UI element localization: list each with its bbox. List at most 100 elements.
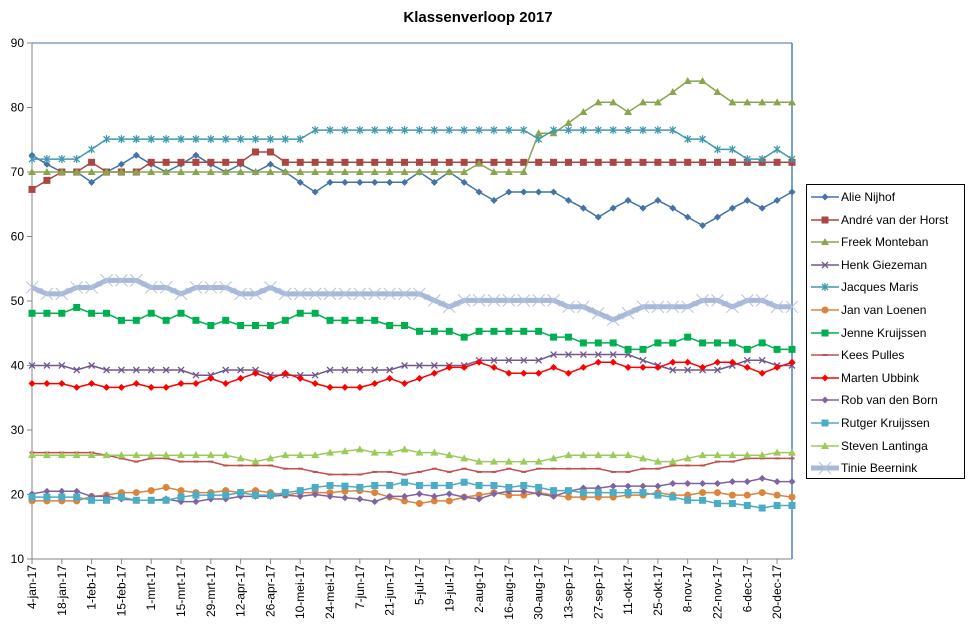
data-point bbox=[73, 383, 81, 391]
data-point bbox=[327, 473, 333, 476]
y-tick-label: 10 bbox=[11, 552, 25, 566]
data-point bbox=[476, 470, 482, 473]
data-point bbox=[774, 457, 780, 460]
data-point bbox=[621, 306, 635, 320]
data-point bbox=[415, 448, 424, 456]
data-point bbox=[356, 316, 364, 324]
data-point bbox=[535, 369, 543, 377]
data-point bbox=[564, 118, 573, 126]
data-point bbox=[594, 351, 602, 358]
data-point bbox=[237, 135, 245, 144]
data-point bbox=[684, 358, 692, 366]
data-point bbox=[489, 457, 498, 465]
data-point bbox=[821, 306, 829, 314]
data-point bbox=[278, 287, 292, 301]
data-point bbox=[326, 448, 335, 456]
data-point bbox=[788, 155, 796, 164]
data-point bbox=[442, 300, 456, 314]
data-point bbox=[102, 168, 111, 175]
legend-swatch-icon bbox=[811, 441, 839, 449]
data-point bbox=[624, 363, 632, 371]
data-point bbox=[594, 126, 602, 135]
data-point bbox=[698, 451, 707, 459]
data-point bbox=[207, 374, 215, 382]
data-point bbox=[520, 158, 528, 166]
data-point bbox=[684, 333, 692, 341]
data-point bbox=[103, 135, 110, 144]
data-point bbox=[490, 126, 498, 135]
data-point bbox=[550, 126, 558, 135]
data-point bbox=[266, 135, 274, 144]
data-point bbox=[326, 492, 334, 500]
data-point bbox=[87, 451, 96, 459]
series-line bbox=[32, 481, 792, 509]
data-point bbox=[28, 380, 36, 388]
data-point bbox=[177, 451, 186, 459]
data-point bbox=[222, 491, 230, 499]
data-point bbox=[100, 274, 113, 287]
data-point bbox=[789, 457, 795, 460]
data-point bbox=[371, 498, 379, 506]
data-point bbox=[163, 457, 169, 460]
data-point bbox=[326, 383, 334, 391]
data-point bbox=[505, 126, 513, 135]
data-point bbox=[505, 158, 513, 166]
series-freek-monteban bbox=[28, 77, 796, 175]
data-point bbox=[594, 358, 602, 366]
data-point bbox=[579, 363, 587, 371]
data-point bbox=[221, 168, 230, 175]
data-point bbox=[401, 178, 409, 186]
data-point bbox=[401, 478, 409, 486]
legend-label: Steven Lantinga bbox=[841, 438, 928, 453]
data-point bbox=[252, 322, 260, 330]
data-point bbox=[311, 451, 320, 459]
data-point bbox=[341, 178, 349, 186]
data-point bbox=[251, 168, 260, 175]
data-point bbox=[490, 158, 498, 166]
x-tick-label: 16-aug-17 bbox=[502, 565, 516, 620]
data-point bbox=[822, 354, 828, 357]
data-point bbox=[460, 363, 468, 371]
legend-item: Tinie Beernink bbox=[807, 458, 964, 478]
data-point bbox=[446, 470, 452, 473]
data-point bbox=[177, 366, 185, 374]
data-point bbox=[385, 448, 394, 456]
data-point bbox=[684, 213, 692, 221]
data-point bbox=[355, 445, 364, 453]
data-point bbox=[416, 470, 422, 473]
data-point bbox=[117, 316, 125, 324]
x-tick-label: 30-aug-17 bbox=[532, 565, 546, 620]
data-point bbox=[638, 454, 647, 462]
data-point bbox=[386, 374, 394, 382]
data-point bbox=[609, 489, 617, 497]
data-point bbox=[624, 158, 632, 166]
data-point bbox=[192, 151, 200, 159]
data-point bbox=[624, 126, 632, 135]
data-point bbox=[88, 145, 96, 154]
data-point bbox=[684, 480, 692, 488]
legend-item: Kees Pulles bbox=[807, 345, 964, 365]
data-point bbox=[43, 160, 51, 168]
data-point bbox=[162, 366, 170, 374]
data-point bbox=[117, 160, 125, 168]
data-point bbox=[430, 178, 438, 186]
data-point bbox=[460, 158, 468, 166]
data-point bbox=[70, 281, 84, 294]
data-point bbox=[147, 366, 155, 374]
data-point bbox=[595, 467, 601, 470]
data-point bbox=[773, 345, 781, 353]
data-point bbox=[505, 188, 513, 196]
y-tick-label: 50 bbox=[11, 294, 25, 308]
data-point bbox=[639, 356, 647, 364]
x-tick-label: 18-jan-17 bbox=[55, 565, 69, 616]
data-point bbox=[281, 135, 289, 144]
data-point bbox=[700, 464, 706, 467]
legend-swatch-icon bbox=[811, 261, 839, 269]
data-point bbox=[117, 135, 125, 144]
legend-item: Alie Nijhof bbox=[807, 187, 964, 207]
data-point bbox=[401, 322, 409, 330]
data-point bbox=[371, 316, 379, 324]
data-point bbox=[505, 491, 513, 499]
data-point bbox=[296, 168, 305, 175]
data-point bbox=[579, 351, 587, 358]
